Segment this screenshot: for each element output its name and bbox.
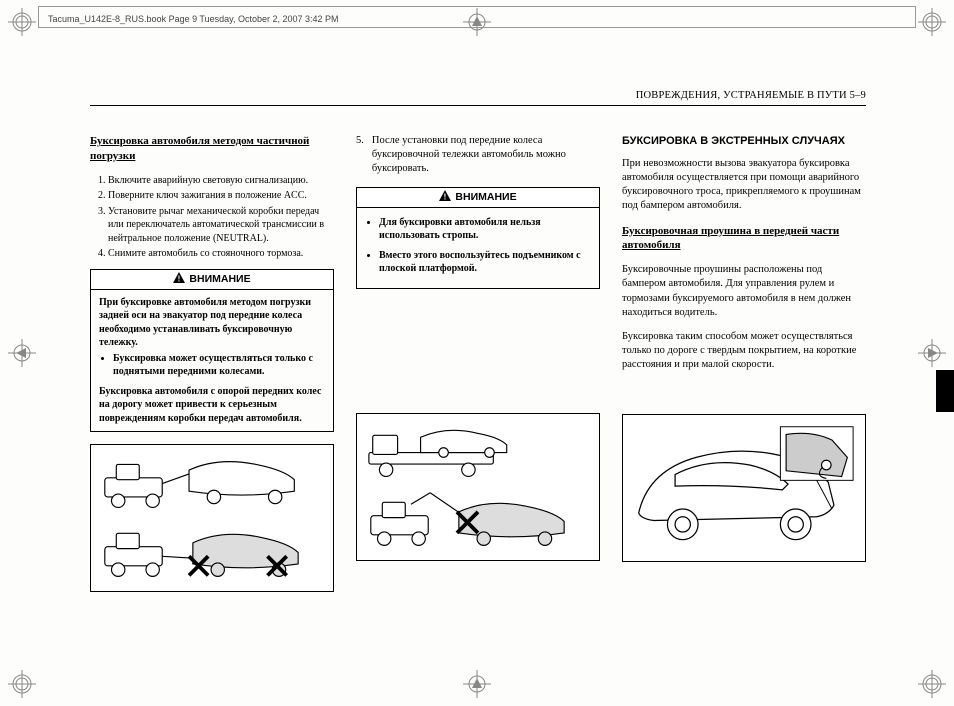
thumb-tab [936,370,954,412]
callout-heading: ! ВНИМАНИЕ [91,270,333,290]
col3-p2: Буксировочные проушины расположены под б… [622,263,866,320]
step: Включите аварийную световую сигнализацию… [108,174,334,188]
column-1: Буксировка автомобиля методом частичной … [90,134,334,592]
step: Установите рычаг механической коробки пе… [108,205,334,246]
callout-title: ВНИМАНИЕ [189,273,250,285]
col3-title: БУКСИРОВКА В ЭКСТРЕННЫХ СЛУЧАЯХ [622,134,866,149]
callout-body: Для буксировки автомобиля нельзя использ… [357,208,599,288]
col3-p3: Буксировка таким способом может осуществ… [622,330,866,373]
column-2: 5. После установки под передние колеса б… [356,134,600,592]
step: Снимите автомобиль со стояночного тормоз… [108,247,334,261]
callout-tail: Буксировка автомобиля с опорой передних … [99,386,321,424]
col3-p1: При невозможности вызова эвакуатора букс… [622,157,866,214]
svg-text:!: ! [444,192,447,201]
col1-steps: Включите аварийную световую сигнализацию… [90,174,334,261]
step5-text: После установки под передние колеса букс… [372,134,600,177]
callout-item: Буксировка может осуществляться только с… [113,352,325,379]
column-3: БУКСИРОВКА В ЭКСТРЕННЫХ СЛУЧАЯХ При нево… [622,134,866,592]
running-head: ПОВРЕЖДЕНИЯ, УСТРАНЯЕМЫЕ В ПУТИ 5–9 [90,90,866,106]
callout-item: Для буксировки автомобиля нельзя использ… [379,216,591,243]
callout-lead: При буксировке автомобиля методом погруз… [99,297,311,349]
callout-body: При буксировке автомобиля методом погруз… [91,290,333,432]
callout-box: ! ВНИМАНИЕ Для буксировки автомобиля нел… [356,187,600,289]
svg-text:!: ! [178,274,181,283]
figure-col1 [90,444,334,592]
page-meta: Tacuma_U142E-8_RUS.book Page 9 Tuesday, … [48,14,339,24]
figure-col2 [356,413,600,561]
step5-num: 5. [356,134,364,177]
warning-icon: ! [173,272,185,287]
callout-box: ! ВНИМАНИЕ При буксировке автомобиля мет… [90,269,334,433]
callout-title: ВНИМАНИЕ [455,191,516,203]
page-content: ПОВРЕЖДЕНИЯ, УСТРАНЯЕМЫЕ В ПУТИ 5–9 Букс… [90,90,866,592]
figure-col3 [622,414,866,562]
warning-icon: ! [439,190,451,205]
col1-title: Буксировка автомобиля методом частичной … [90,134,334,164]
col3-sub: Буксировочная проушина в передней части … [622,224,866,254]
callout-heading: ! ВНИМАНИЕ [357,188,599,208]
step: Поверните ключ зажигания в положение ACC… [108,189,334,203]
callout-item: Вместо этого воспользуйтесь подъемником … [379,249,591,276]
